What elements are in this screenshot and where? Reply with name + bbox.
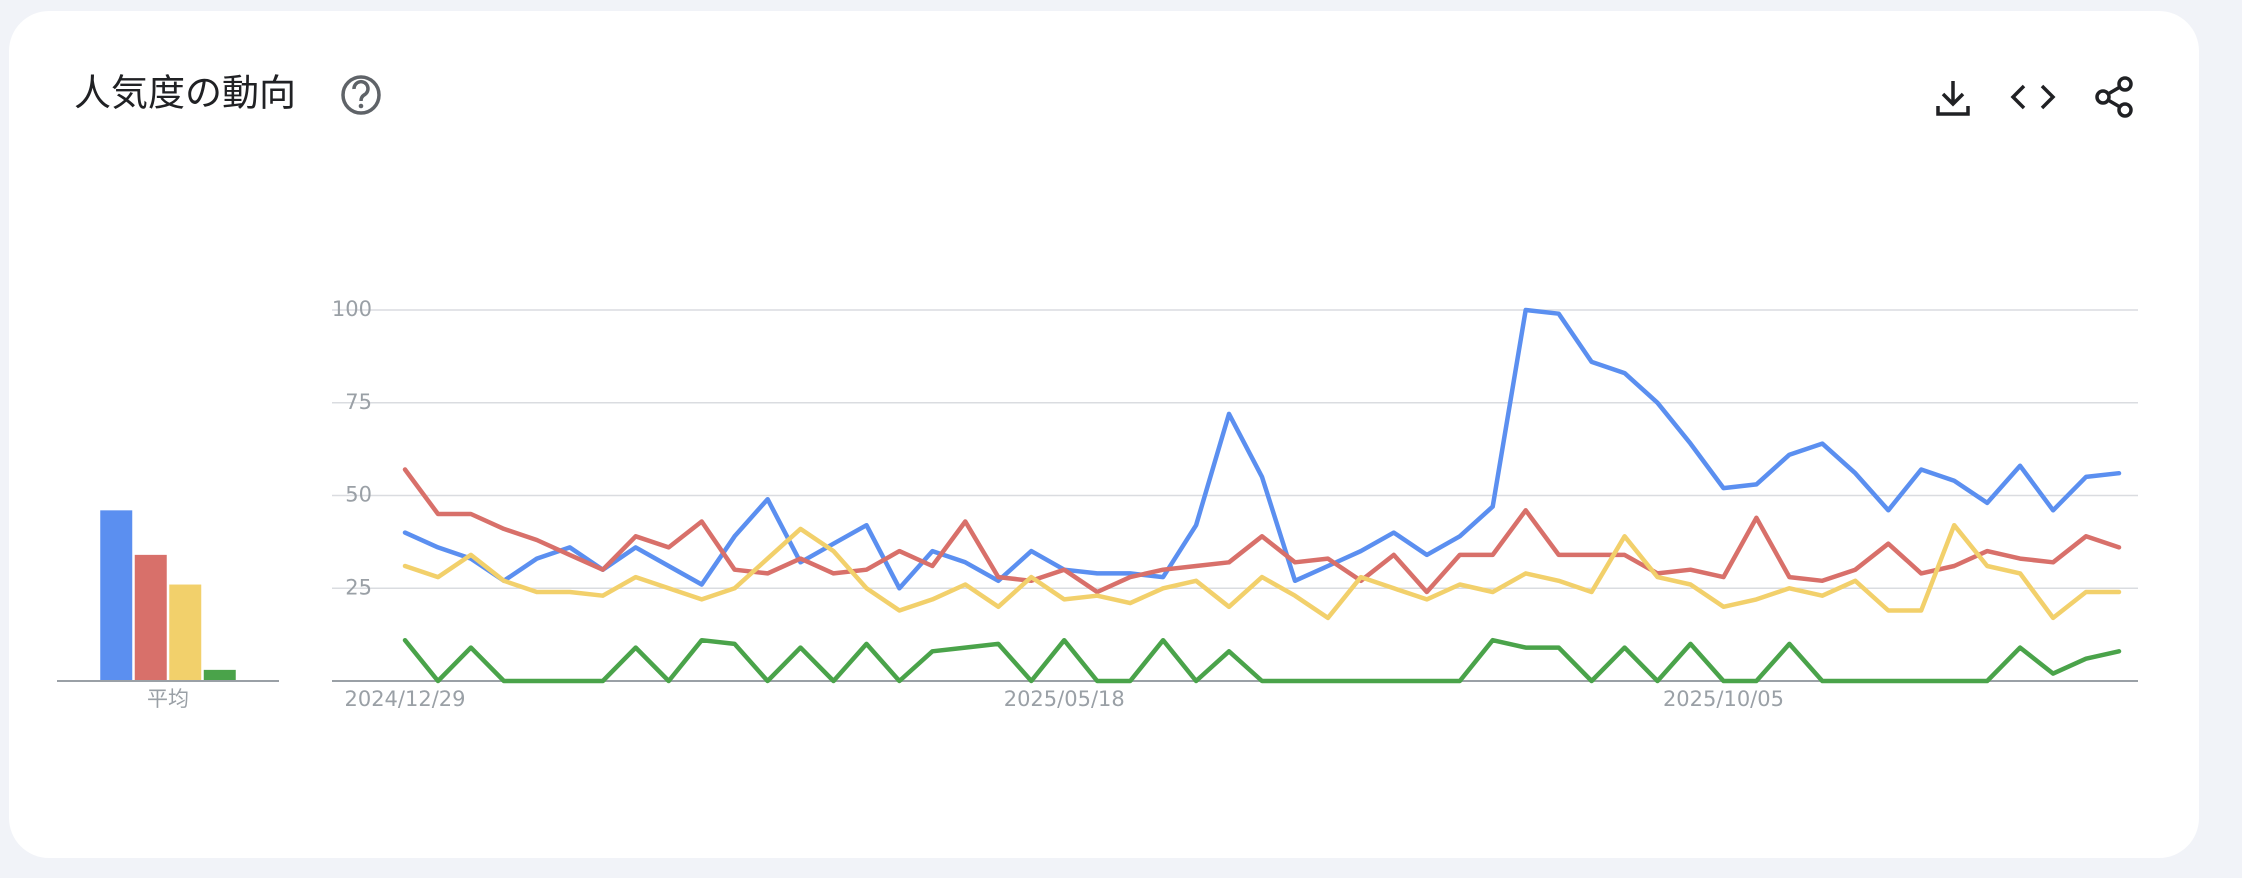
x-tick-label: 2024/12/29: [344, 687, 465, 711]
x-tick-label: 平均: [147, 687, 189, 711]
trend-line: [402, 637, 2122, 684]
embed-icon[interactable]: [2010, 84, 2056, 110]
share-icon[interactable]: [2095, 76, 2133, 118]
trend-line: [402, 467, 2122, 595]
title: 人気度の動向: [74, 72, 296, 115]
average-bar: [100, 510, 133, 681]
x-tick-label: 2025/05/18: [1004, 687, 1125, 711]
trend-line: [402, 522, 2122, 621]
trend-line: [402, 307, 2122, 591]
x-tick-label: 2025/10/05: [1663, 687, 1784, 711]
card: [9, 11, 2199, 858]
download-icon[interactable]: [1936, 81, 1970, 116]
average-bar: [203, 669, 236, 681]
y-tick-label: 75: [345, 390, 372, 414]
y-tick-label: 50: [345, 483, 372, 507]
help-icon[interactable]: [341, 75, 381, 115]
average-bar: [134, 554, 167, 681]
average-bar: [169, 584, 202, 681]
y-tick-label: 25: [345, 575, 372, 599]
y-tick-label: 100: [332, 297, 372, 321]
